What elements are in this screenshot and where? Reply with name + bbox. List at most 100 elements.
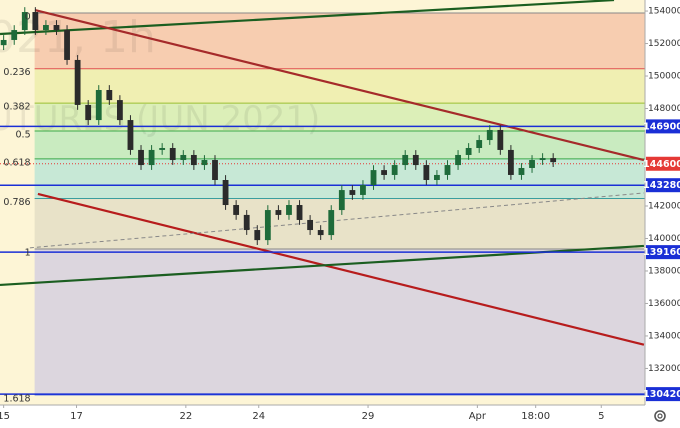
price-label: 130420: [643, 389, 680, 400]
candle-body: [53, 25, 60, 31]
candle-body: [486, 129, 493, 141]
trend-line: [29, 192, 644, 249]
lines: [0, 0, 645, 396]
price-label-box: [646, 178, 680, 193]
candle-body: [296, 205, 303, 220]
candle-body: [423, 165, 430, 180]
fib-zone: [34, 12, 645, 69]
x-axis-background: [0, 405, 680, 428]
candle-body: [317, 230, 324, 236]
price-label: 146900: [643, 121, 680, 132]
fib-level-label: 1: [25, 248, 31, 259]
price-label-box: [646, 156, 680, 171]
x-tick-label: 5: [598, 411, 604, 422]
candle-body: [212, 160, 218, 180]
y-tick-label: 154000: [648, 7, 680, 17]
price-label-box: [646, 245, 680, 260]
y-tick-label: 132000: [648, 364, 680, 374]
candle-body: [465, 147, 472, 155]
watermark: UTURES (JUN 2021): [0, 99, 320, 139]
candle-body: [307, 219, 314, 231]
candle-body: [64, 30, 70, 60]
x-tick-label: Apr: [469, 411, 487, 422]
fib-zones: [34, 12, 645, 395]
candle-body: [412, 154, 419, 166]
y-tick-label: 136000: [648, 299, 680, 309]
candle-body: [476, 140, 483, 148]
candle-body: [21, 12, 28, 31]
y-tick-label: 140000: [648, 234, 680, 244]
candle-body: [0, 39, 7, 46]
candle-body: [275, 210, 282, 215]
trend-line: [0, 0, 615, 36]
candle-body: [106, 90, 113, 101]
x-tick-label: 24: [252, 411, 265, 422]
candle-body: [159, 147, 166, 150]
x-tick-label: 22: [179, 411, 192, 422]
candle-body: [402, 154, 409, 166]
candle-body: [360, 185, 366, 195]
candle-body: [148, 149, 155, 166]
candle-body: [254, 230, 261, 241]
y-tick-label: 142000: [648, 201, 680, 211]
candle-body: [190, 154, 197, 166]
candle-body: [32, 12, 39, 31]
fib-level-label: 0.236: [3, 67, 30, 78]
axes: 154000 152000 150000 148000 142000 140000 1380…: [0, 7, 680, 422]
price-label-box: [646, 119, 680, 134]
candle-body: [391, 165, 398, 175]
candle-body: [338, 190, 345, 211]
candle-body: [444, 165, 451, 175]
candle-body: [381, 170, 387, 175]
fib-zone: [34, 249, 645, 395]
fib-level-label: 0.786: [3, 197, 30, 208]
candle-body: [85, 104, 92, 121]
x-tick-label: 29: [362, 411, 375, 422]
price-label-box: [646, 387, 680, 402]
candle-body: [169, 147, 176, 161]
candle-body: [43, 25, 49, 31]
y-tick-label: 150000: [648, 72, 680, 82]
fib-level-label: 0: [25, 11, 31, 22]
price-label: 143280: [643, 180, 680, 191]
candle-body: [518, 167, 525, 175]
settings-icon[interactable]: [654, 410, 666, 422]
price-label: 144600: [643, 159, 680, 170]
x-tick-label: 18:00: [521, 411, 550, 422]
fib-level-label: 0.618: [3, 157, 30, 168]
fib-level-label: 1.618: [3, 393, 30, 404]
candle-body: [370, 170, 377, 186]
candle-body: [180, 154, 187, 161]
candle-body: [507, 149, 514, 175]
candle-body: [264, 210, 271, 241]
candle-body: [233, 205, 240, 215]
x-tick-label: 17: [70, 411, 83, 422]
price-label: 139160: [643, 247, 680, 258]
candle-body: [127, 120, 134, 150]
y-tick-label: 138000: [648, 266, 680, 276]
y-tick-label: 134000: [648, 331, 680, 341]
y-tick-label: 152000: [648, 39, 680, 49]
candle-body: [222, 180, 229, 206]
candle-body: [11, 30, 18, 40]
fib-level-label: 0.5: [16, 130, 31, 141]
x-tick-label: 15: [0, 411, 10, 422]
candle-body: [529, 160, 535, 168]
candle-body: [550, 158, 557, 163]
y-axis-background: [645, 0, 680, 428]
candle-body: [116, 100, 123, 121]
candle-body: [286, 205, 292, 215]
fib-level-label: 0.382: [3, 102, 30, 113]
trend-line: [34, 9, 645, 162]
candles: [0, 7, 557, 245]
y-tick-label: 148000: [648, 104, 680, 114]
candle-body: [201, 160, 208, 166]
candle-body: [434, 174, 440, 180]
candle-body: [349, 190, 356, 195]
candle-body: [95, 90, 102, 121]
candle-body: [497, 129, 504, 150]
candle-body: [138, 149, 144, 166]
candle-body: [455, 154, 461, 166]
